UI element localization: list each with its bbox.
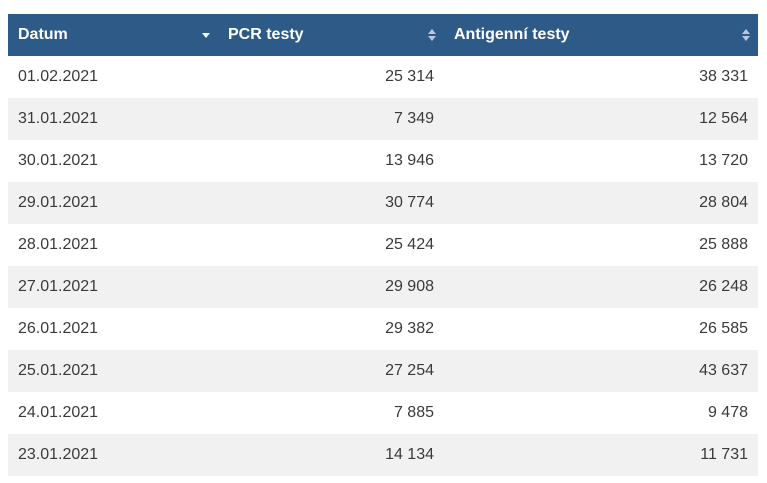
table-row: 31.01.2021 7 349 12 564 (8, 98, 758, 140)
cell-pcr: 29 908 (218, 266, 444, 308)
cell-antigen: 13 720 (444, 140, 758, 182)
table-row: 26.01.2021 29 382 26 585 (8, 308, 758, 350)
column-header-pcr[interactable]: PCR testy (218, 14, 444, 56)
cell-antigen: 38 331 (444, 56, 758, 98)
cell-date: 01.02.2021 (8, 56, 218, 98)
cell-date: 27.01.2021 (8, 266, 218, 308)
cell-date: 23.01.2021 (8, 434, 218, 476)
cell-date: 28.01.2021 (8, 224, 218, 266)
cell-pcr: 30 774 (218, 182, 444, 224)
cell-antigen: 25 888 (444, 224, 758, 266)
sort-both-icon[interactable] (428, 28, 436, 42)
table-row: 30.01.2021 13 946 13 720 (8, 140, 758, 182)
table-row: 01.02.2021 25 314 38 331 (8, 56, 758, 98)
cell-antigen: 12 564 (444, 98, 758, 140)
table-header-row: Datum PCR testy (8, 14, 758, 56)
table-row: 23.01.2021 14 134 11 731 (8, 434, 758, 476)
cell-pcr: 7 349 (218, 98, 444, 140)
cell-pcr: 29 382 (218, 308, 444, 350)
cell-date: 25.01.2021 (8, 350, 218, 392)
cell-pcr: 25 314 (218, 56, 444, 98)
table-row: 27.01.2021 29 908 26 248 (8, 266, 758, 308)
cell-date: 29.01.2021 (8, 182, 218, 224)
column-header-label: PCR testy (228, 25, 304, 43)
table-row: 25.01.2021 27 254 43 637 (8, 350, 758, 392)
column-header-datum[interactable]: Datum (8, 14, 218, 56)
cell-pcr: 14 134 (218, 434, 444, 476)
sort-descending-icon[interactable] (202, 28, 210, 42)
cell-date: 24.01.2021 (8, 392, 218, 434)
tests-table: Datum PCR testy (8, 14, 758, 476)
cell-date: 26.01.2021 (8, 308, 218, 350)
cell-antigen: 9 478 (444, 392, 758, 434)
sort-both-icon[interactable] (742, 28, 750, 42)
cell-antigen: 28 804 (444, 182, 758, 224)
cell-pcr: 27 254 (218, 350, 444, 392)
cell-antigen: 26 585 (444, 308, 758, 350)
cell-antigen: 11 731 (444, 434, 758, 476)
table-row: 29.01.2021 30 774 28 804 (8, 182, 758, 224)
table-row: 28.01.2021 25 424 25 888 (8, 224, 758, 266)
cell-date: 30.01.2021 (8, 140, 218, 182)
cell-pcr: 13 946 (218, 140, 444, 182)
cell-date: 31.01.2021 (8, 98, 218, 140)
data-table-container: Datum PCR testy (8, 14, 758, 476)
cell-pcr: 7 885 (218, 392, 444, 434)
cell-antigen: 43 637 (444, 350, 758, 392)
column-header-antigen[interactable]: Antigenní testy (444, 14, 758, 56)
cell-pcr: 25 424 (218, 224, 444, 266)
table-row: 24.01.2021 7 885 9 478 (8, 392, 758, 434)
column-header-label: Antigenní testy (454, 25, 570, 43)
cell-antigen: 26 248 (444, 266, 758, 308)
column-header-label: Datum (18, 25, 68, 43)
